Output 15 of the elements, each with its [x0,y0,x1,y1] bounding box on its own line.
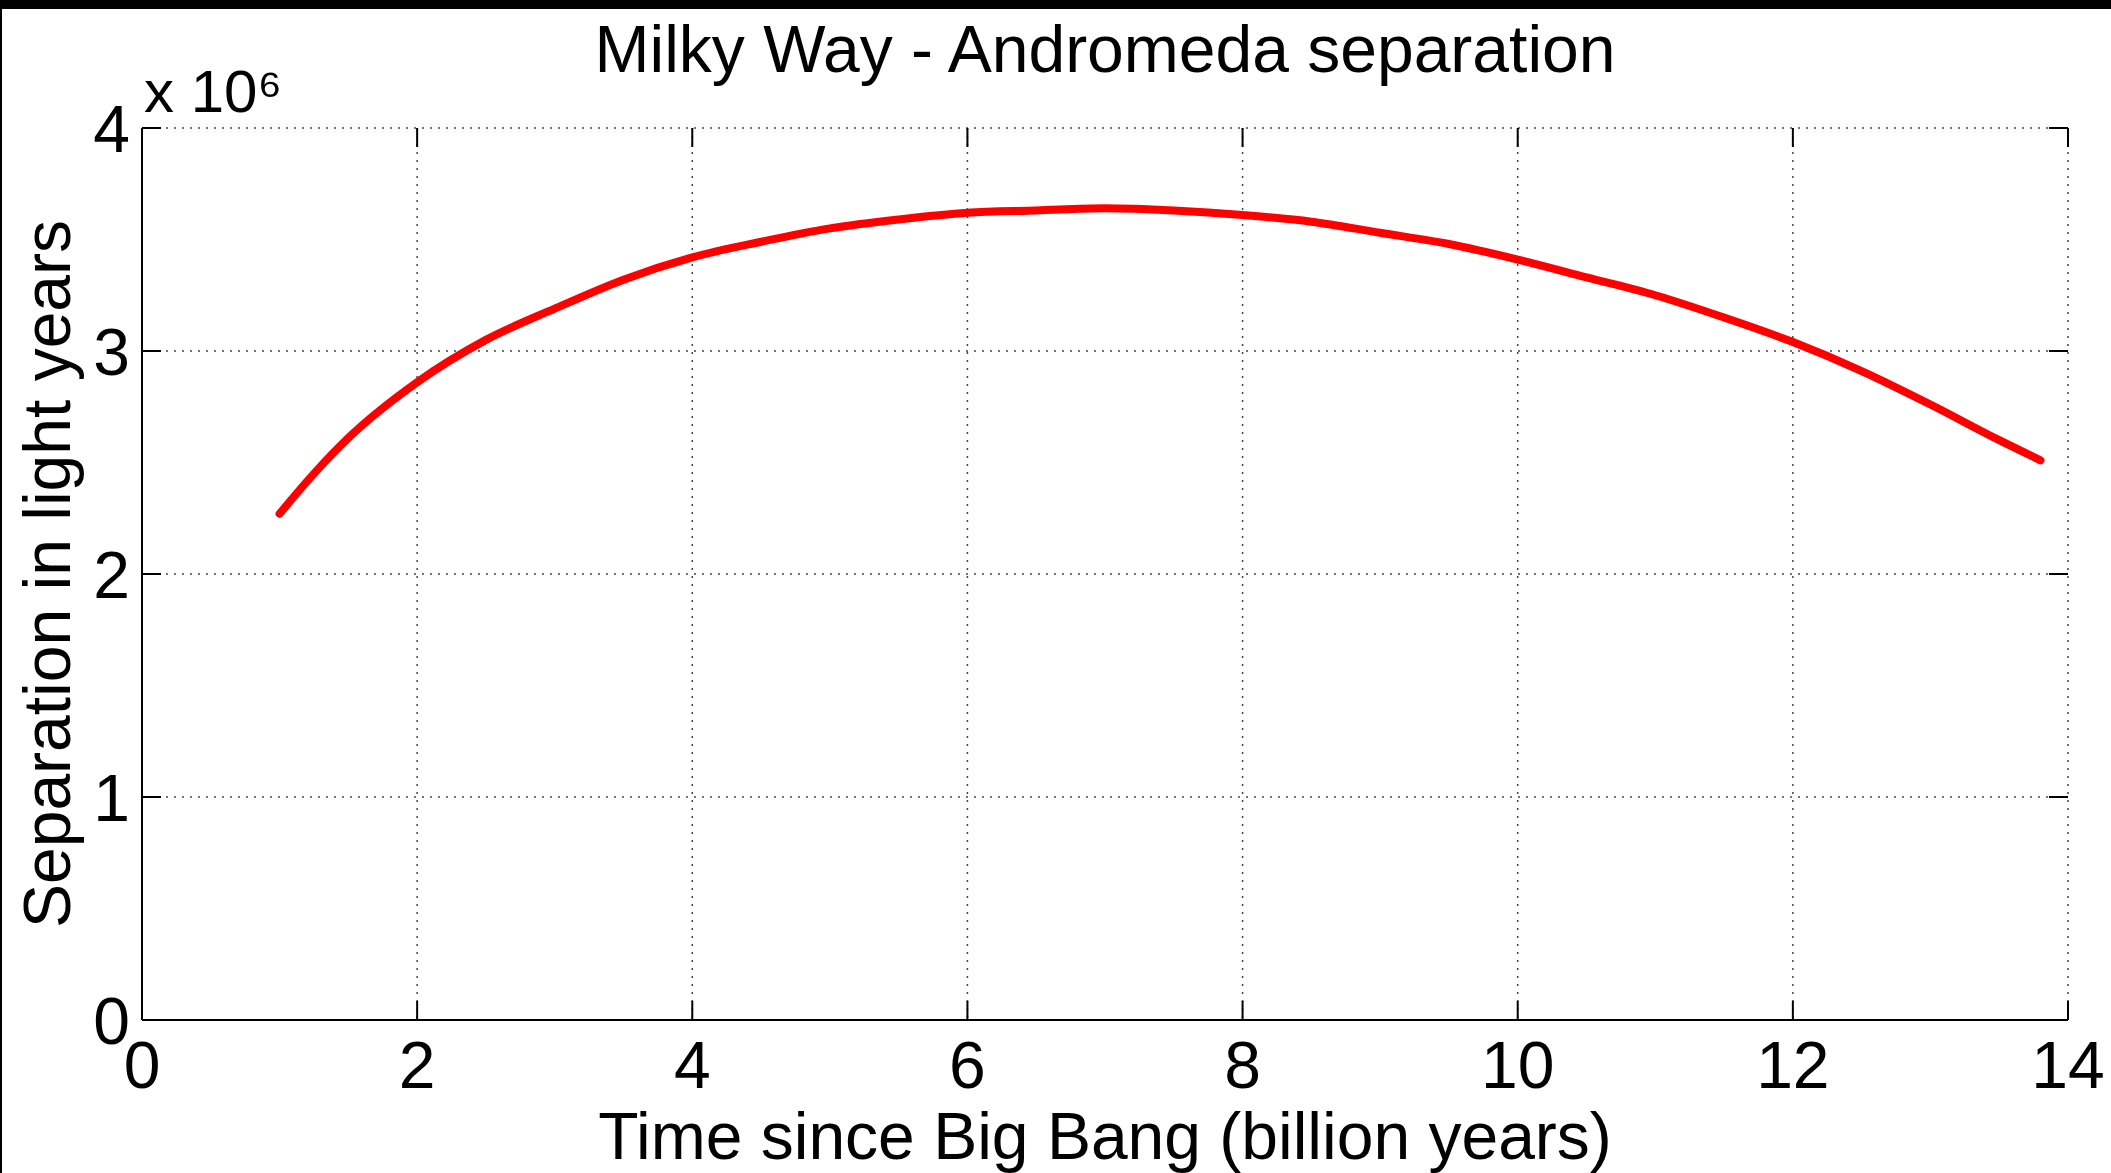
y-tick-label: 3 [93,314,130,389]
x-axis-title: Time since Big Bang (billion years) [598,1099,1612,1173]
text: x 10⁶ [144,58,283,125]
x-tick-label: 2 [398,1028,436,1102]
y-tick-label: 4 [93,91,130,166]
x-tick-label: 4 [673,1028,711,1102]
x-tick-label: 12 [1756,1028,1830,1102]
x-tick-label: 14 [2031,1028,2105,1102]
x-tick-label: 6 [949,1028,986,1102]
x-tick-label: 8 [1224,1028,1261,1102]
y-tick-label: 2 [93,537,130,612]
y-tick-label: 1 [93,760,130,835]
chart-title: Milky Way - Andromeda separation [594,12,1616,86]
y-axis-title: Separation in light years [10,219,84,929]
x-tick-label: 10 [1481,1028,1555,1102]
